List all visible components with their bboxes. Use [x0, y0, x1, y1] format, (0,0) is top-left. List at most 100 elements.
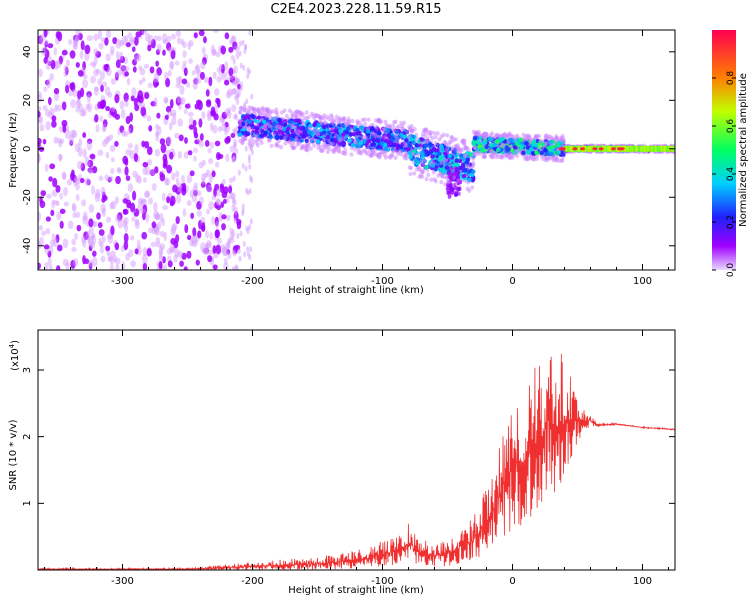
spectrogram-cell — [500, 136, 505, 142]
spectrogram-cell — [59, 208, 66, 215]
y-tick-label: 2 — [22, 433, 33, 439]
spectrogram-cell — [101, 196, 106, 203]
spectrogram-cell — [71, 89, 78, 97]
spectrogram-cell — [223, 246, 229, 257]
spectrogram-cell — [74, 233, 78, 241]
spectrogram-cell — [146, 146, 153, 156]
spectrogram-cell — [220, 243, 226, 253]
spectrogram-cell — [46, 78, 52, 89]
spectrogram-cell — [195, 259, 200, 266]
spectrogram-cell — [558, 147, 564, 151]
spectrogram-cell — [310, 111, 315, 116]
spectrogram-cell — [124, 99, 129, 108]
spectrogram-cell — [122, 155, 128, 165]
spectrogram-cell — [151, 183, 157, 192]
spectrogram-cell — [402, 134, 408, 139]
spectrogram-cell — [402, 120, 407, 125]
spectrogram-cell — [105, 30, 112, 39]
spectrogram-cell — [470, 177, 476, 183]
spectrogram-cell — [203, 172, 208, 178]
spectrogram-cell — [550, 148, 555, 153]
spectrogram-cell — [142, 262, 148, 270]
spectrogram-cell — [447, 154, 453, 159]
spectrogram-cell — [40, 190, 47, 197]
spectrogram-cell — [139, 102, 146, 108]
spectrogram-cell — [390, 153, 395, 158]
spectrogram-cell — [87, 235, 94, 245]
spectrogram-cell — [358, 140, 364, 146]
spectrogram-cell — [412, 171, 417, 176]
spectrogram-cell — [396, 151, 401, 156]
spectrogram-cell — [337, 117, 342, 122]
spectrogram-cell — [140, 198, 147, 204]
spectrogram-cell — [424, 164, 429, 170]
spectrogram-cell — [196, 210, 202, 217]
spectrogram-cell — [316, 123, 321, 128]
spectrogram-cell — [598, 147, 604, 151]
spectrogram-cell — [312, 128, 317, 134]
x-tick-label: -200 — [241, 576, 264, 587]
spectrogram-cell — [476, 140, 481, 145]
spectrogram-cell — [440, 174, 445, 179]
spectrogram-cell — [141, 76, 146, 83]
spectrogram-cell — [215, 51, 221, 58]
spectrogram-cell — [221, 118, 226, 126]
spectrogram-cell — [204, 246, 210, 256]
spectrogram-cell — [271, 126, 277, 131]
spectrogram-cell — [525, 150, 531, 155]
spectrogram-cell — [38, 68, 43, 78]
spectrogram-cell — [84, 52, 90, 61]
spectrogram-cell — [145, 32, 150, 42]
spectrogram-cell — [77, 70, 84, 77]
spectrogram-cell — [470, 163, 475, 169]
spectrogram-cell — [153, 201, 158, 212]
spectrogram-cell — [177, 250, 184, 258]
spectrogram-cell — [55, 60, 62, 69]
spectrogram-cell — [308, 139, 313, 144]
spectrogram-cell — [63, 65, 69, 72]
spectrogram-cell — [82, 79, 89, 89]
spectrogram-cell — [218, 212, 223, 222]
spectrogram-cell — [477, 144, 482, 149]
spectrogram-cell — [187, 150, 193, 156]
spectrogram-cell — [56, 104, 62, 112]
spectrogram-cell — [38, 106, 42, 112]
spectrogram-cell — [49, 107, 55, 116]
spectrogram-cell — [214, 140, 221, 147]
spectrogram-cell — [77, 147, 83, 157]
spectrogram-cell — [376, 117, 381, 123]
spectrogram-cell — [209, 122, 214, 132]
spectrogram-cell — [232, 175, 236, 182]
x-tick-label: 100 — [633, 276, 652, 287]
spectrogram-cell — [191, 70, 196, 76]
spectrogram-cell — [156, 112, 161, 119]
spectrogram-cell — [188, 40, 194, 47]
spectrogram-cell — [213, 88, 220, 96]
spectrogram-cell — [161, 217, 166, 227]
spectrogram-cell — [226, 110, 232, 120]
spectrogram-cell — [274, 143, 279, 148]
spectrogram-cell — [115, 214, 121, 223]
spectrogram-cell — [181, 252, 187, 260]
colorbar-tick-label: 0.2 — [726, 215, 736, 229]
colorbar: 0.00.20.40.60.8 Normalized spectral ampl… — [712, 30, 749, 277]
spectrogram-cell — [169, 61, 174, 70]
spectrogram-cell — [155, 226, 160, 237]
x-tick-label: 0 — [509, 576, 515, 587]
spectrogram-cell — [306, 135, 311, 141]
spectrogram-cell — [155, 213, 161, 221]
spectrogram-cell — [395, 145, 400, 151]
spectrogram-cell — [183, 108, 188, 115]
spectrogram-cell — [155, 130, 159, 137]
spectrogram-cell — [43, 30, 48, 38]
spectrogram-cell — [149, 169, 155, 176]
spectrogram-cell — [39, 196, 43, 204]
spectrogram-cell — [107, 256, 114, 262]
spectrogram-cell — [407, 143, 413, 148]
spectrogram-cell — [201, 178, 206, 185]
spectrogram-cell — [320, 148, 325, 153]
spectrogram-cell — [106, 216, 112, 223]
spectrogram-cell — [226, 135, 231, 143]
spectrogram-cell — [205, 242, 212, 248]
